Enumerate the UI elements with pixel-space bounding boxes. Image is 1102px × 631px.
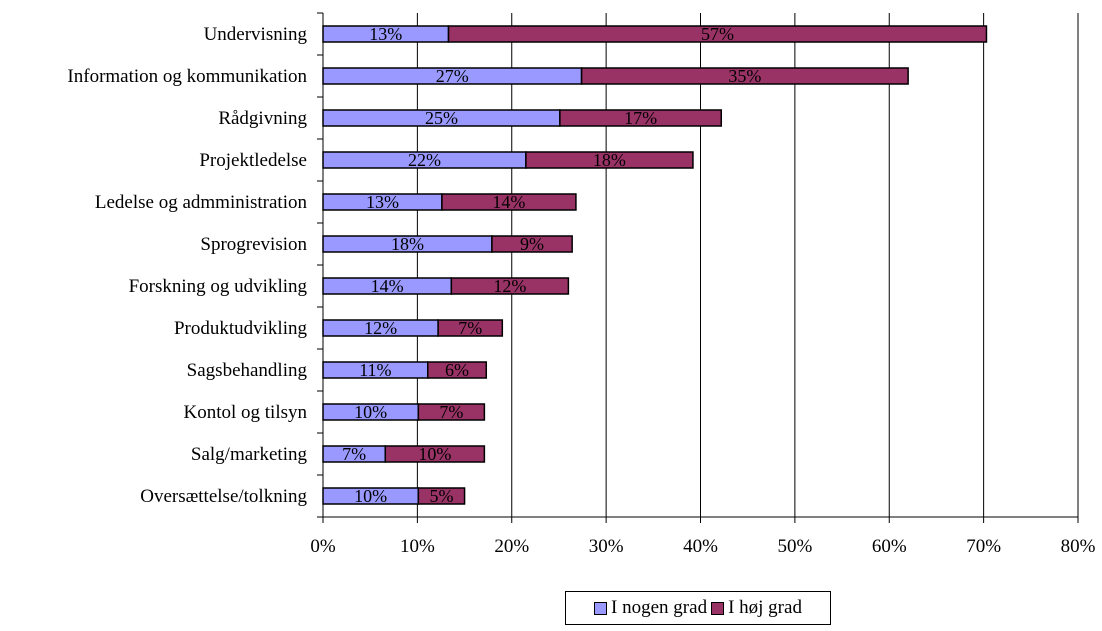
data-label: 27%: [436, 66, 469, 86]
data-label: 7%: [458, 318, 482, 338]
legend-swatch: [711, 601, 725, 615]
category-labels: Undervisning Information og kommunikation…: [67, 24, 307, 507]
data-label: 14%: [371, 276, 404, 296]
data-label: 25%: [425, 108, 458, 128]
data-label: 7%: [439, 402, 463, 422]
category-label: Salg/marketing: [191, 444, 308, 465]
data-label: 18%: [593, 150, 626, 170]
category-label: Undervisning: [204, 24, 308, 45]
data-label: 7%: [342, 444, 366, 464]
tick-labels: 0% 10% 20% 30% 40% 50% 60% 70% 80%: [310, 536, 1095, 557]
bar-segment: [427, 361, 488, 379]
legend: I nogen grad I høj grad: [565, 591, 831, 625]
bar-segment: [384, 445, 486, 463]
data-label: 22%: [408, 150, 441, 170]
x-tick-label: 0%: [310, 536, 336, 557]
bar-segment: [447, 25, 988, 43]
bar-segment: [450, 277, 570, 295]
category-label: Produktudvikling: [174, 318, 308, 339]
x-tick-label: 20%: [494, 536, 529, 557]
data-label: 14%: [492, 192, 525, 212]
x-tick-label: 60%: [872, 536, 907, 557]
category-label: Kontol og tilsyn: [183, 402, 307, 423]
category-label: Ledelse og admministration: [95, 192, 308, 213]
data-label: 57%: [701, 24, 734, 44]
category-label: Rådgivning: [218, 108, 307, 129]
legend-item-series-1: I nogen grad: [594, 597, 707, 619]
data-label: 10%: [354, 486, 387, 506]
x-tick-label: 10%: [400, 536, 435, 557]
data-label: 35%: [728, 66, 761, 86]
data-label: 13%: [369, 24, 402, 44]
bar-segment: [525, 151, 694, 169]
x-tick-label: 50%: [777, 536, 812, 557]
x-tick-label: 30%: [589, 536, 624, 557]
gridlines: [416, 13, 1079, 517]
data-label: 6%: [445, 360, 469, 380]
data-label: 10%: [418, 444, 451, 464]
category-label: Sagsbehandling: [187, 360, 308, 381]
data-label: 9%: [520, 234, 544, 254]
bar-segment: [417, 403, 486, 421]
bars: 13% 57% 27% 35% 25% 17% 22% 18% 13% 14% 18% 9% 14% 12…: [322, 24, 988, 506]
data-label: 12%: [364, 318, 397, 338]
category-label: Forskning og udvikling: [129, 276, 308, 297]
legend-label: I høj grad: [728, 597, 802, 618]
x-tick-label: 40%: [683, 536, 718, 557]
bar-segment: [417, 487, 466, 505]
data-label: 5%: [429, 486, 453, 506]
legend-swatch: [594, 601, 608, 615]
bar-segment: [441, 193, 577, 211]
x-tick-label: 70%: [966, 536, 1001, 557]
category-label: Projektledelse: [199, 150, 307, 171]
axes: [317, 12, 1079, 523]
bar-segment: [437, 319, 504, 337]
bar-segment: [559, 109, 723, 127]
data-label: 11%: [359, 360, 391, 380]
x-tick-label: 80%: [1061, 536, 1096, 557]
category-label: Oversættelse/tolkning: [140, 486, 307, 507]
legend-label: I nogen grad: [611, 597, 708, 618]
data-label: 12%: [493, 276, 526, 296]
category-label: Sprogrevision: [200, 234, 307, 255]
category-label: Information og kommunikation: [67, 66, 307, 87]
data-label: 18%: [391, 234, 424, 254]
bar-segment: [580, 67, 909, 85]
data-label: 13%: [366, 192, 399, 212]
bar-segment: [491, 235, 573, 253]
legend-item-series-2: I høj grad: [711, 597, 802, 619]
data-label: 10%: [354, 402, 387, 422]
data-label: 17%: [624, 108, 657, 128]
